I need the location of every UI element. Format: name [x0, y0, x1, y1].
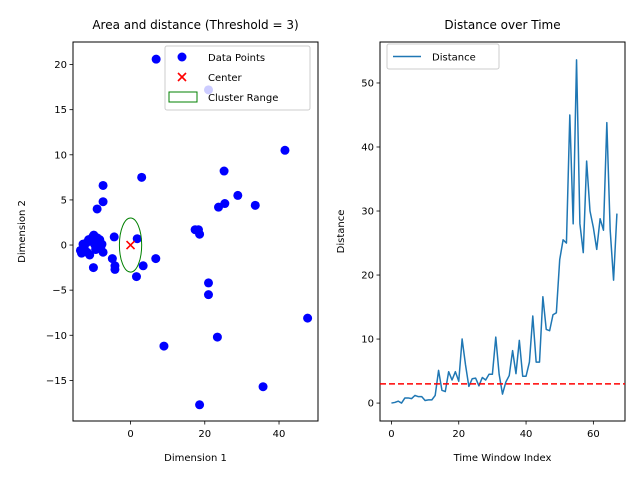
data-point	[97, 239, 107, 249]
data-point	[110, 261, 120, 271]
y-tick-label: 50	[361, 78, 374, 89]
x-tick-label: 40	[520, 429, 533, 440]
y-tick-label: −5	[52, 286, 67, 297]
x-tick-label: 20	[452, 429, 465, 440]
legend-label: Cluster Range	[208, 93, 278, 104]
y-tick-label: −10	[46, 331, 67, 342]
center-marker	[125, 240, 136, 250]
line-legend: Distance	[386, 43, 500, 70]
y-tick-label: 10	[54, 150, 67, 161]
data-point	[220, 199, 230, 209]
data-point	[203, 278, 213, 288]
y-tick-label: 20	[361, 271, 374, 282]
data-point	[159, 341, 169, 351]
data-point	[98, 247, 108, 257]
data-point	[98, 197, 108, 207]
scatter-x-axis-label: Dimension 1	[164, 453, 227, 464]
legend-frame	[386, 43, 500, 70]
data-point	[233, 190, 243, 200]
x-tick-label: 20	[198, 429, 211, 440]
data-point	[92, 204, 102, 214]
y-tick-label: 5	[61, 195, 67, 206]
x-tick-label: 60	[587, 429, 600, 440]
data-point	[212, 332, 222, 342]
data-point	[258, 382, 268, 392]
y-tick-label: 10	[361, 335, 374, 346]
data-point	[280, 145, 290, 155]
legend-label: Center	[208, 73, 243, 84]
data-point	[131, 272, 141, 282]
scatter-plot-area	[72, 41, 319, 422]
scatter-panel: Area and distance (Threshold = 3) 0 20 40 …	[17, 18, 319, 464]
data-point	[203, 290, 213, 300]
line-x-axis-label: Time Window Index	[453, 453, 552, 464]
legend-label: Data Points	[208, 53, 265, 64]
y-tick-label: 0	[61, 241, 67, 252]
legend-frame	[164, 45, 311, 111]
legend-marker-dot	[177, 52, 187, 62]
y-tick-label: 20	[54, 60, 67, 71]
line-panel: Distance over Time 0 20 40 60 0 10 20 30 40 50 T…	[336, 18, 626, 464]
data-point	[109, 232, 119, 242]
y-tick-label: 15	[54, 105, 67, 116]
legend-marker-x	[177, 72, 187, 82]
cluster-range-ellipse	[118, 217, 143, 273]
y-tick-label: −15	[46, 376, 67, 387]
line-y-axis-label: Distance	[336, 210, 347, 254]
data-point	[219, 166, 229, 176]
x-tick-label: 0	[127, 429, 133, 440]
data-point	[195, 229, 205, 239]
data-point	[88, 263, 98, 273]
data-point	[137, 172, 147, 182]
data-point	[98, 180, 108, 190]
scatter-y-axis-label: Dimension 2	[17, 200, 28, 263]
y-tick-label: 40	[361, 142, 374, 153]
data-point	[132, 234, 142, 244]
data-point	[151, 54, 161, 64]
data-point	[195, 400, 205, 410]
data-point	[107, 254, 117, 264]
scatter-title: Area and distance (Threshold = 3)	[92, 18, 298, 32]
line-title: Distance over Time	[444, 18, 560, 32]
legend-label: Distance	[432, 53, 476, 64]
data-point	[138, 261, 148, 271]
y-tick-label: 30	[361, 207, 374, 218]
data-point	[85, 250, 95, 260]
legend-marker-ellipse	[168, 91, 198, 103]
scatter-legend: Data Points Center Cluster Range	[164, 45, 311, 111]
x-tick-label: 40	[273, 429, 286, 440]
data-point	[151, 254, 161, 264]
data-point	[250, 200, 260, 210]
line-plot-area	[379, 41, 626, 422]
x-tick-label: 0	[388, 429, 394, 440]
distance-line	[391, 59, 618, 404]
data-point	[303, 313, 313, 323]
y-tick-label: 0	[368, 399, 374, 410]
